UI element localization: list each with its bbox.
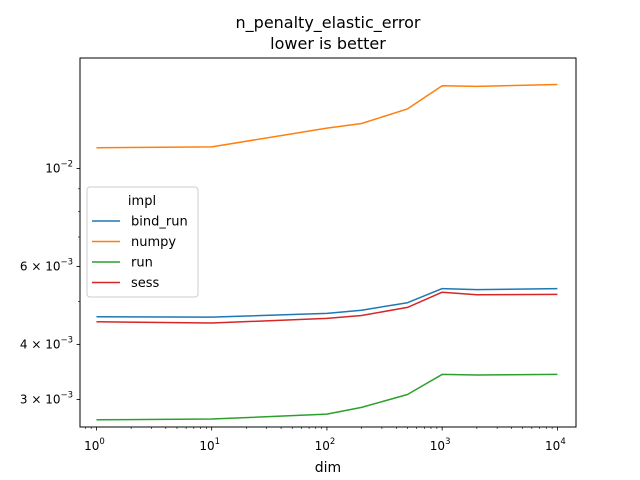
x-tick-label: 102 [315,437,336,453]
legend-label-run: run [131,256,153,271]
series-line-sess [96,291,558,324]
y-tick-label: 3 × 10−3 [20,391,73,407]
x-tick-label: 104 [545,437,566,453]
y-tick-label-mantissa: 4 × 10 [20,337,61,351]
x-tick-label-exp: 2 [330,437,335,447]
plot-area [96,83,558,421]
legend-box [86,186,199,298]
x-tick-label-exp: 0 [99,437,104,447]
x-tick-label-base: 10 [315,439,330,453]
x-tick-label-base: 10 [545,439,560,453]
x-tick-label: 103 [430,437,451,453]
y-tick-label-mantissa: 3 × 10 [20,393,61,407]
y-tick-label-exp: −3 [60,391,73,401]
legend-label-sess: sess [131,276,160,291]
x-tick-label-exp: 4 [560,437,565,447]
y-tick-label-exp: −3 [60,258,73,268]
y-tick-label: 10−2 [45,160,73,176]
series-line-bind-run [96,287,558,318]
y-tick-label-exp: −3 [60,335,73,345]
y-tick-label-mantissa: 10 [45,162,60,176]
y-tick-label: 6 × 10−3 [20,258,73,274]
x-tick-label-base: 10 [430,439,445,453]
y-tick-label: 4 × 10−3 [20,335,73,351]
x-tick-label-base: 10 [84,439,99,453]
x-axis-label: dim [315,460,341,476]
plot-frame [79,57,577,428]
y-tick-label-exp: −2 [60,160,73,170]
chart-subtitle: lower is better [270,34,386,53]
x-tick-label-exp: 3 [445,437,450,447]
legend-label-numpy: numpy [131,235,176,250]
legend-title: impl [128,194,156,209]
series-line-numpy [96,83,558,149]
x-tick-label-exp: 1 [215,437,220,447]
chart-title: n_penalty_elastic_error [236,13,421,33]
x-tick-label-base: 10 [199,439,214,453]
y-tick-label-mantissa: 6 × 10 [20,260,61,274]
legend-label-bind-run: bind_run [131,215,188,230]
x-tick-label: 101 [199,437,220,453]
x-tick-label: 100 [84,437,105,453]
series-line-run [96,373,558,421]
